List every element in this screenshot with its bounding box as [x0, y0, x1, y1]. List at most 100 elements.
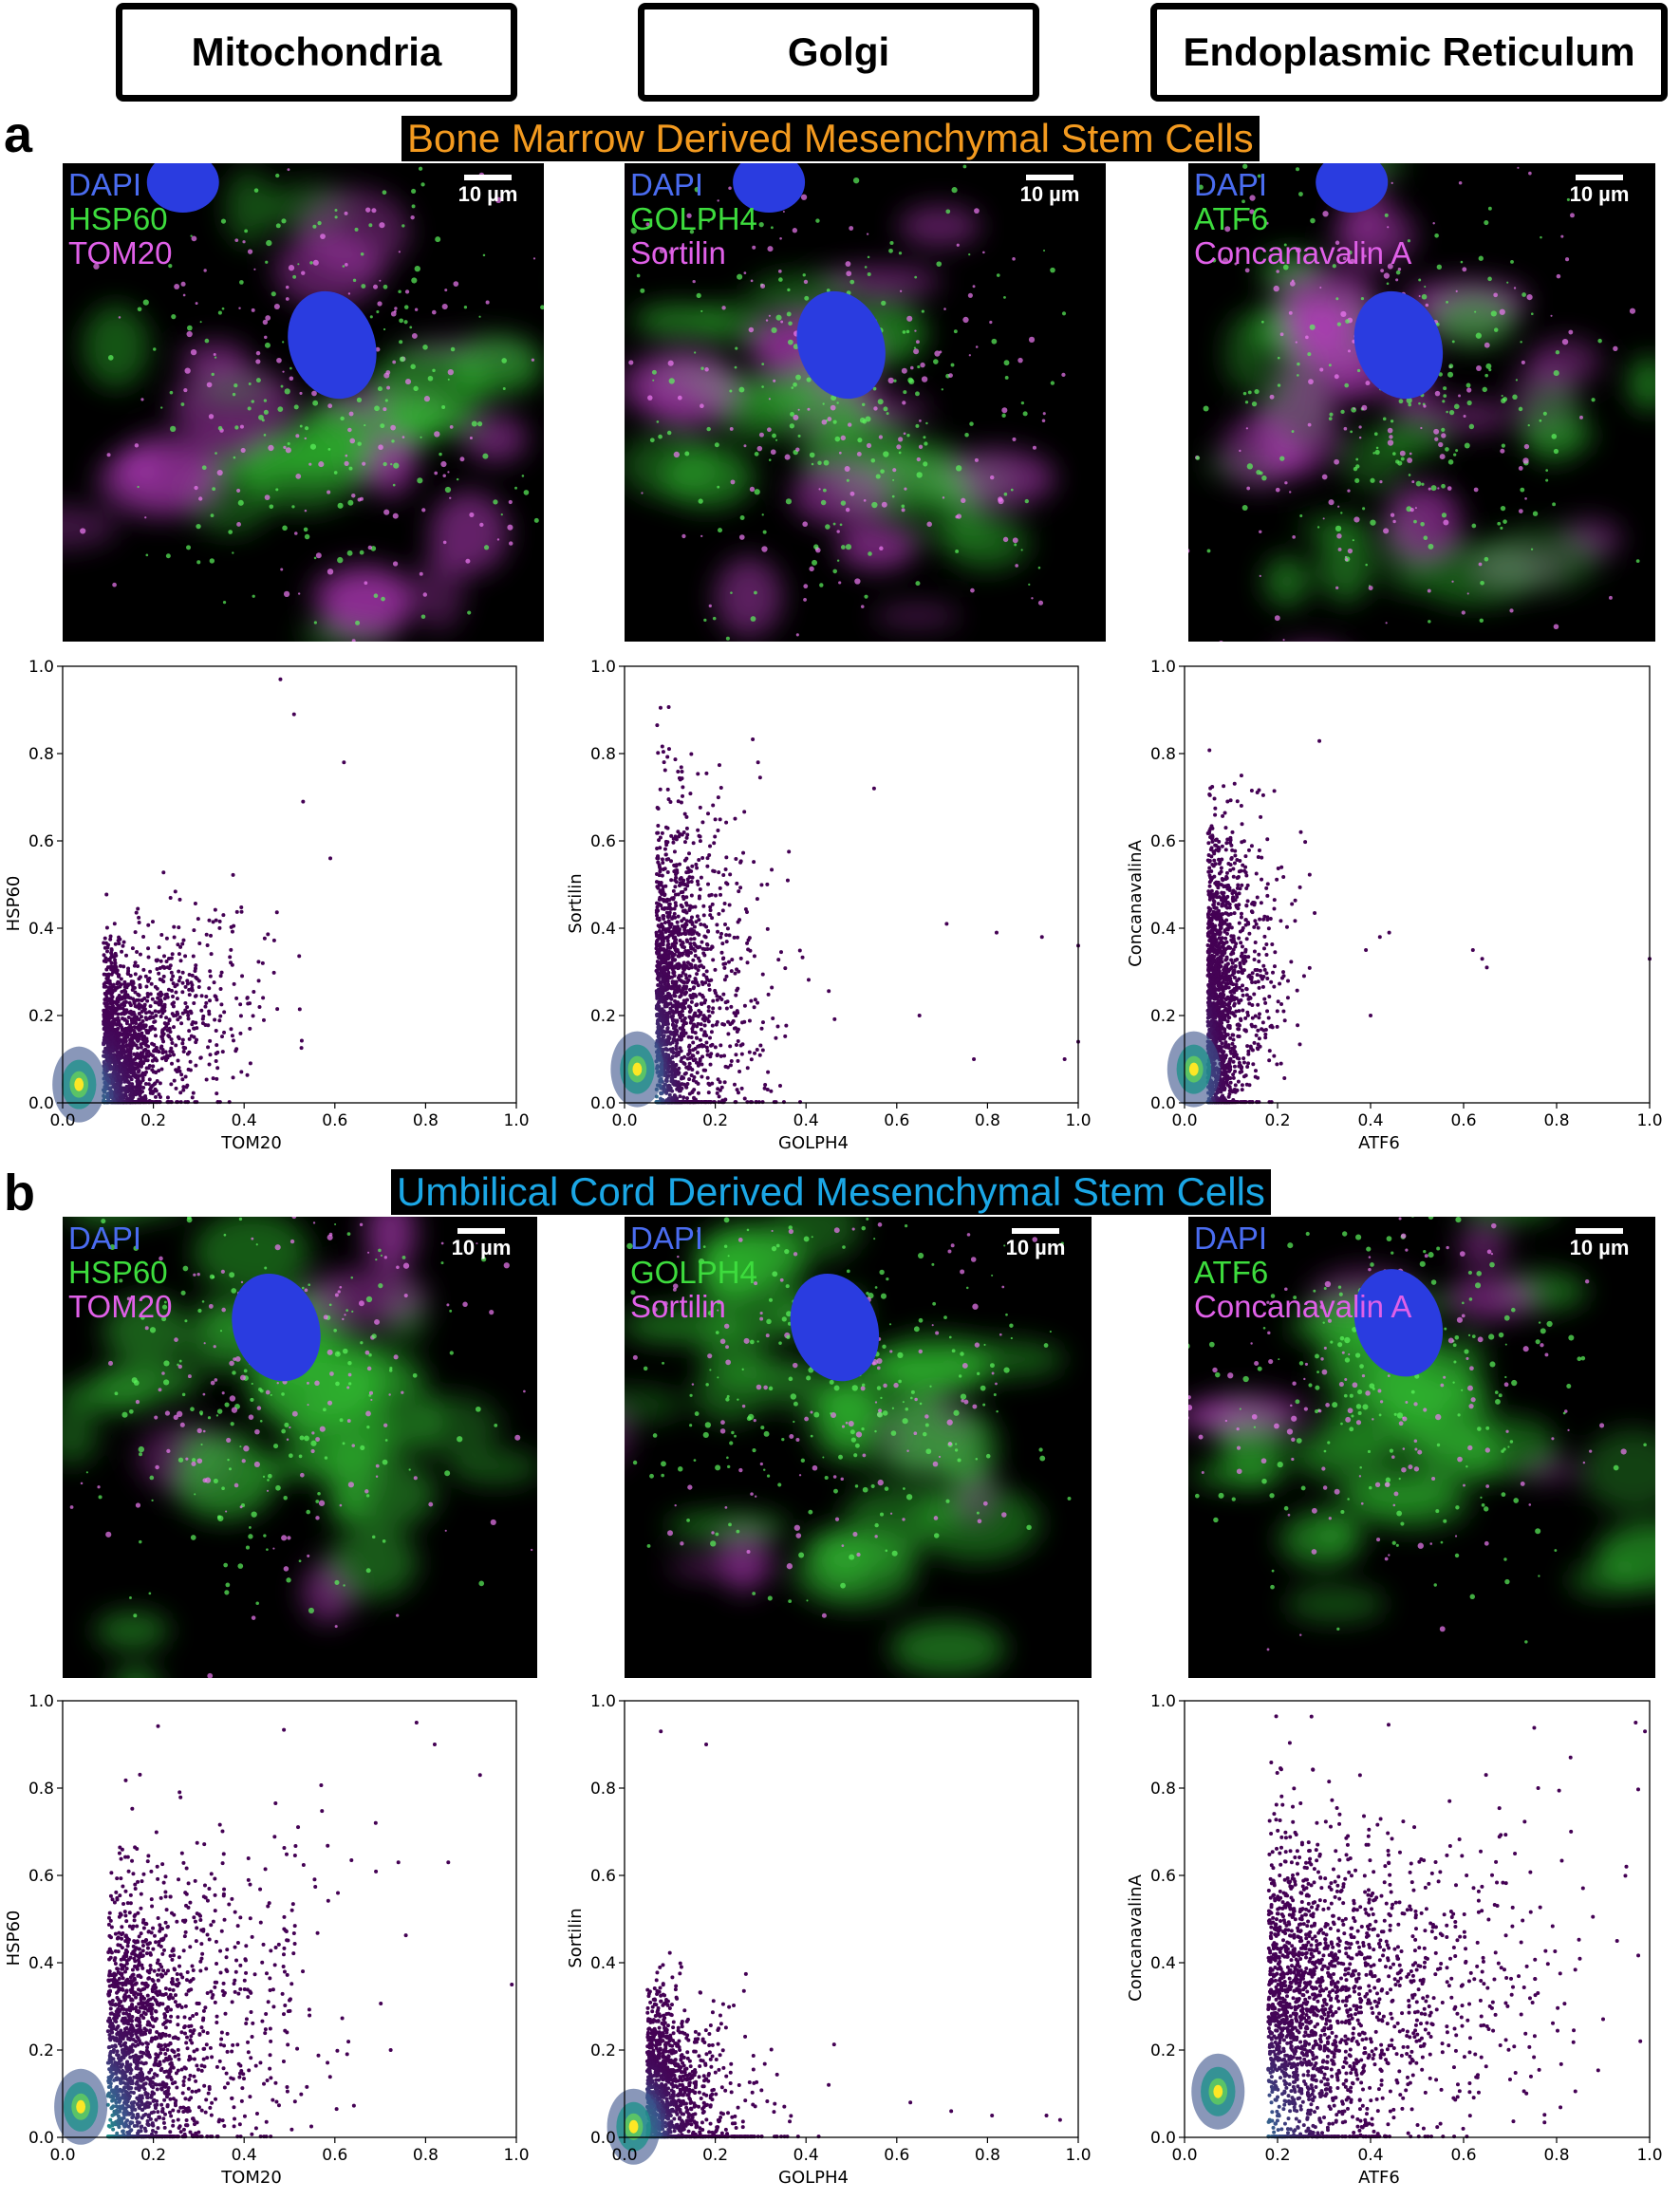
fluorescent-speckle — [874, 1286, 878, 1289]
fluorescent-speckle — [838, 451, 842, 455]
scatter-point — [217, 925, 222, 930]
fluorescent-speckle — [392, 561, 399, 567]
fluorescent-speckle — [982, 1501, 988, 1506]
fluorescent-speckle — [383, 1423, 388, 1427]
scatter-point — [238, 1002, 243, 1007]
scatter-point — [177, 1015, 182, 1019]
fluorescent-speckle — [1319, 367, 1324, 372]
fluorescent-speckle — [1522, 457, 1529, 464]
scatter-point — [827, 989, 831, 994]
scatter-point — [125, 971, 130, 976]
fluorescent-speckle — [1322, 1485, 1328, 1490]
scatter-point — [129, 1065, 134, 1070]
scatter-point — [105, 945, 110, 950]
fluorescent-speckle — [1355, 457, 1359, 461]
fluorescent-speckle — [1330, 1340, 1334, 1344]
scatter-point — [155, 1078, 159, 1083]
x-tick-label: 1.0 — [503, 1111, 529, 1130]
scatter-point — [122, 988, 127, 993]
fluorescent-speckle — [1003, 1367, 1010, 1373]
scatter-point — [187, 1029, 192, 1034]
fluorescent-speckle — [139, 1452, 142, 1457]
scatter-point — [169, 970, 174, 975]
fluorescent-speckle — [1254, 388, 1260, 395]
fluorescent-speckle — [196, 1427, 202, 1434]
fluorescent-speckle — [1446, 300, 1448, 304]
fluorescent-speckle — [743, 271, 747, 274]
fluorescent-speckle — [480, 1256, 487, 1262]
fluorescent-speckle — [1447, 459, 1454, 465]
fluorescent-speckle — [1551, 434, 1558, 439]
fluorescent-speckle — [234, 1355, 241, 1362]
fluorescent-speckle — [1551, 1437, 1555, 1441]
fluorescent-speckle — [234, 425, 239, 430]
fluorescent-speckle — [1553, 370, 1559, 377]
fluorescent-speckle — [1352, 1382, 1358, 1389]
fluorescent-speckle — [298, 1559, 302, 1563]
fluorescent-speckle — [1498, 1332, 1504, 1338]
scatter-point — [147, 1077, 152, 1082]
fluorescent-speckle — [242, 240, 246, 244]
fluorescent-speckle — [307, 1554, 310, 1557]
scatter-point — [143, 974, 148, 979]
fluorescent-speckle — [802, 273, 806, 277]
fluorescent-speckle — [951, 187, 958, 194]
scatter-point — [222, 1030, 227, 1035]
fluorescent-speckle — [888, 1323, 892, 1326]
fluorescent-speckle — [396, 1265, 400, 1270]
fluorescent-speckle — [1359, 1466, 1362, 1469]
fluorescent-speckle — [343, 1584, 345, 1587]
fluorescent-speckle — [390, 462, 393, 466]
scatter-point — [676, 892, 681, 897]
fluorescent-speckle — [1287, 1513, 1291, 1517]
fluorescent-speckle — [412, 1372, 418, 1378]
fluorescent-speckle — [258, 414, 264, 420]
fluorescent-speckle — [386, 385, 391, 390]
fluorescent-speckle — [220, 1269, 225, 1274]
fluorescent-speckle — [1311, 1549, 1317, 1555]
plot-frame — [62, 665, 517, 1104]
fluorescent-speckle — [768, 314, 771, 317]
fluorescent-speckle — [1423, 404, 1427, 408]
fluorescent-speckle — [632, 1460, 638, 1465]
fluorescent-speckle — [789, 423, 795, 429]
fluorescent-speckle — [815, 218, 820, 223]
scatter-point — [115, 1085, 120, 1090]
fluorescent-speckle — [299, 1435, 305, 1441]
fluorescent-speckle — [317, 1491, 321, 1496]
fluorescent-speckle — [255, 1243, 258, 1246]
scatter-point — [229, 924, 233, 929]
fluorescent-speckle — [788, 321, 793, 326]
fluorescent-speckle — [910, 1389, 915, 1394]
scatter-point — [123, 1037, 128, 1042]
fluorescent-speckle — [107, 355, 114, 361]
scatter-point — [113, 1006, 118, 1011]
fluorescent-speckle — [1223, 257, 1229, 264]
fluorescent-speckle — [948, 373, 953, 378]
scatter-point — [720, 908, 725, 913]
scatter-point — [145, 998, 150, 1003]
scatter-point — [188, 1059, 193, 1064]
fluorescent-speckle — [1493, 292, 1498, 298]
channel-label: Concanavalin A — [1194, 1289, 1412, 1324]
fluorescent-speckle — [327, 1400, 333, 1406]
fluorescent-speckle — [1328, 364, 1332, 367]
fluorescent-speckle — [1513, 287, 1517, 289]
fluorescent-speckle — [914, 275, 918, 279]
fluorescent-speckle — [1001, 1285, 1005, 1289]
fluorescent-speckle — [899, 289, 903, 292]
fluorescent-speckle — [263, 434, 267, 437]
scatter-point — [696, 968, 700, 973]
fluorescent-speckle — [1001, 1512, 1007, 1518]
fluorescent-speckle — [1039, 1455, 1046, 1462]
scatter-point — [103, 1065, 107, 1070]
fluorescent-speckle — [1310, 217, 1316, 224]
fluorescent-speckle — [1480, 580, 1484, 586]
scatter-point — [105, 1043, 110, 1048]
fluorescent-speckle — [1566, 1384, 1572, 1389]
fluorescent-speckle — [1245, 427, 1248, 430]
fluorescent-speckle — [312, 224, 317, 229]
scatter-point — [150, 920, 155, 924]
scatter-point — [724, 881, 729, 886]
scatter-point — [757, 1053, 762, 1057]
